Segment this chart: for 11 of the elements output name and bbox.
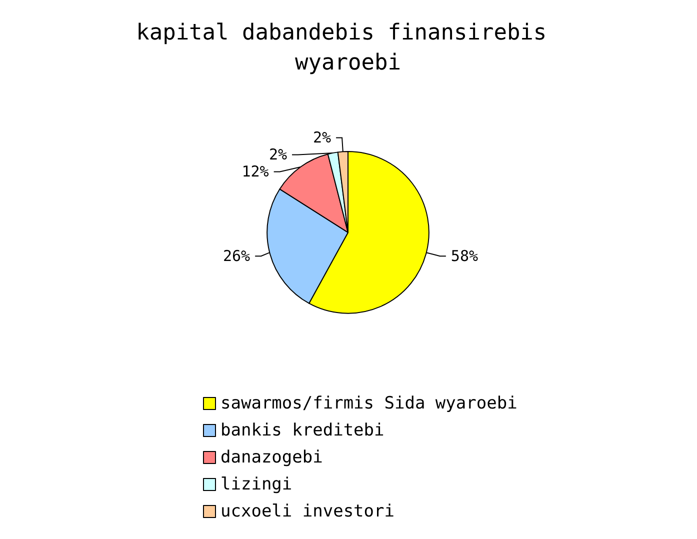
data-label: 2%	[312, 128, 332, 147]
data-label: 12%	[242, 162, 269, 181]
chart-title: kapital dabandebis finansirebis wyaroebi	[136, 20, 560, 76]
data-label: 58%	[450, 247, 478, 266]
legend-label: danazogebi	[220, 448, 323, 468]
legend-label: lizingi	[220, 474, 292, 494]
data-label: 2%	[268, 146, 288, 164]
legend-label: sawarmos/firmis Sida wyaroebi	[220, 394, 518, 414]
legend-label: ucxoeli investori	[220, 502, 394, 522]
legend-label: bankis kreditebi	[220, 420, 384, 440]
data-label: 26%	[222, 247, 250, 266]
